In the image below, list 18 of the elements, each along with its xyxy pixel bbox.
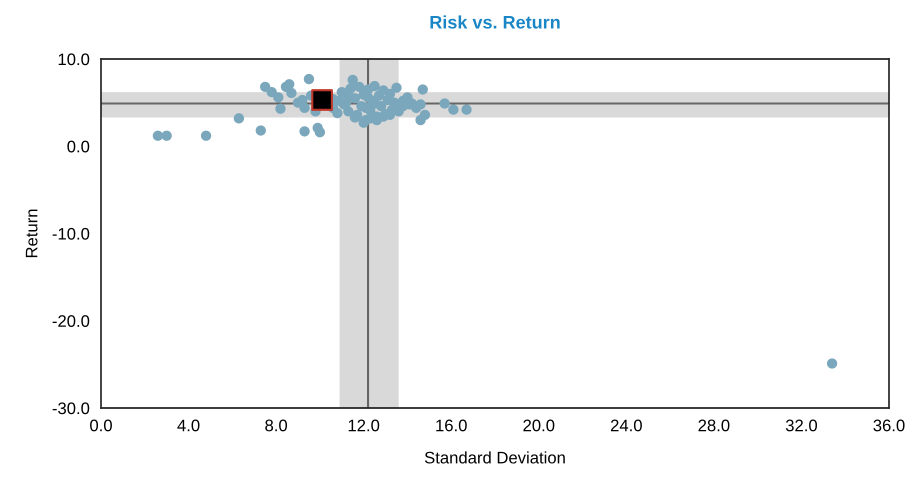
x-tick-label: 16.0: [436, 420, 467, 432]
x-tick-label: 32.0: [786, 420, 818, 432]
y-tick-label: -30.0: [52, 402, 90, 414]
y-tick-label: 10.0: [58, 53, 90, 66]
y-tick-label: -10.0: [52, 228, 90, 240]
x-tick-label: 24.0: [610, 420, 642, 432]
x-tick-label: 28.0: [698, 420, 730, 432]
x-tick-label: 0.0: [90, 420, 112, 432]
x-axis-title: Standard Deviation: [424, 451, 565, 464]
x-tick-label: 8.0: [265, 420, 288, 432]
y-tick-label: -20.0: [52, 315, 90, 327]
x-tick-label: 12.0: [348, 420, 380, 432]
chart-title: Risk vs. Return: [430, 15, 560, 29]
y-axis-title: Return: [26, 210, 38, 258]
x-tick-label: 20.0: [523, 420, 554, 432]
x-tick-label: 4.0: [177, 420, 200, 432]
x-tick-label: 36.0: [873, 420, 905, 432]
y-tick-label: 0.0: [67, 140, 90, 152]
